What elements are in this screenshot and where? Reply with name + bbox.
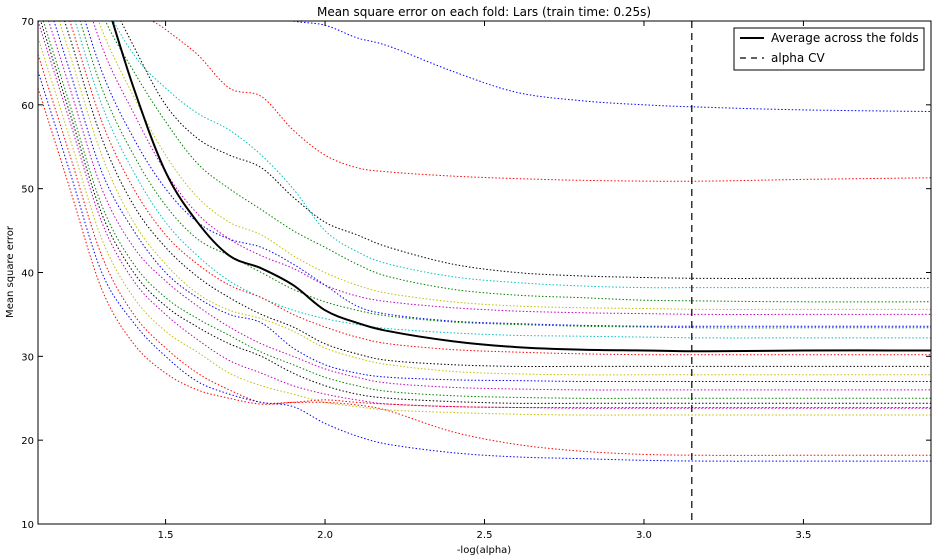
fold-line-11 <box>69 21 931 356</box>
y-tick-label: 10 <box>21 520 34 531</box>
y-tick-label: 50 <box>21 185 34 196</box>
chart-title: Mean square error on each fold: Lars (tr… <box>317 5 651 19</box>
fold-line-15 <box>48 21 931 391</box>
fold-lines <box>38 21 931 462</box>
fold-line-22 <box>38 87 931 409</box>
x-tick-label: 2.5 <box>477 530 493 541</box>
y-tick-label: 30 <box>21 352 34 363</box>
fold-line-4 <box>112 21 931 289</box>
x-axis-label: -log(alpha) <box>457 545 511 556</box>
x-tick-label: 1.5 <box>158 530 174 541</box>
average-line <box>111 21 931 353</box>
average-line-group <box>111 21 931 353</box>
plot-frame <box>37 20 932 525</box>
y-tick-label: 60 <box>21 101 34 112</box>
fold-line-16 <box>42 21 931 399</box>
legend-alpha-cv-label: alpha CV <box>771 51 825 65</box>
fold-line-17 <box>40 21 931 404</box>
fold-line-6 <box>98 21 931 310</box>
y-axis-label: Mean square error <box>5 225 16 318</box>
fold-line-19 <box>38 37 931 416</box>
y-tick-label: 20 <box>21 436 34 447</box>
legend: Average across the folds alpha CV <box>733 27 925 71</box>
fold-line-1 <box>290 21 931 112</box>
fold-line-20 <box>38 54 931 456</box>
x-tick-label: 2.0 <box>317 530 333 541</box>
legend-average-label: Average across the folds <box>771 31 919 45</box>
fold-line-5 <box>104 21 931 303</box>
fold-line-2 <box>151 21 931 182</box>
x-tick-label: 3.5 <box>795 530 811 541</box>
y-tick-label: 70 <box>21 17 34 28</box>
fold-line-18 <box>38 21 931 409</box>
fold-line-14 <box>53 21 931 383</box>
y-tick-label: 40 <box>21 269 34 280</box>
legend-box <box>733 27 925 71</box>
fold-line-21 <box>38 71 931 462</box>
fold-line-7 <box>92 21 931 315</box>
fold-line-10 <box>74 21 931 339</box>
x-tick-label: 3.0 <box>636 530 652 541</box>
fold-line-12 <box>64 21 931 368</box>
